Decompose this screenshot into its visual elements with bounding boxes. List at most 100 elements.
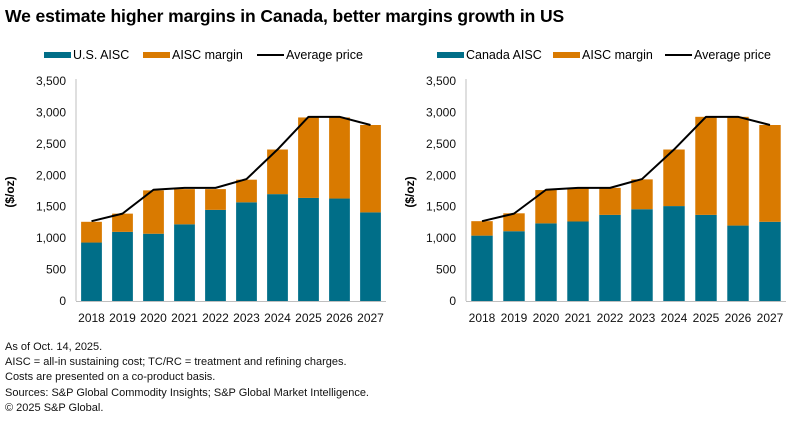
y-tick-label: 500 <box>436 263 456 277</box>
chart-canada: ($/oz) 0 500 1,000 1,500 2,000 2,500 3,000 3,500… <box>403 74 786 325</box>
y-tick-label: 3,000 <box>36 105 66 119</box>
x-tick-label: 2019 <box>501 311 528 325</box>
legend-canada: Canada AISC AISC margin Average price <box>0 47 800 63</box>
bar-margin <box>663 149 685 207</box>
x-tick-label: 2018 <box>469 311 496 325</box>
y-tick-label: 2,500 <box>36 137 66 151</box>
legend-us: U.S. AISC AISC margin Average price <box>0 47 400 63</box>
x-tick-label: 2025 <box>693 311 720 325</box>
bar-margin <box>205 189 226 210</box>
chart-us: ($/oz) 0 500 1,000 1,500 2,000 2,500 3,000 3,500… <box>3 74 386 325</box>
bar-margin <box>298 117 319 198</box>
footer-definitions: AISC = all-in sustaining cost; TC/RC = t… <box>5 356 347 369</box>
x-tick-label: 2024 <box>661 311 688 325</box>
legend-label: Average price <box>694 48 771 62</box>
y-tick-label: 3,500 <box>426 74 456 88</box>
x-tick-label: 2023 <box>629 311 656 325</box>
bar-margin <box>567 188 589 222</box>
y-tick-label: 0 <box>449 294 456 308</box>
x-tick-label: 2024 <box>264 311 291 325</box>
bar-margin <box>727 116 749 226</box>
y-tick-label: 500 <box>46 263 66 277</box>
line-average-price <box>91 115 371 223</box>
bar-aisc <box>112 231 133 301</box>
legend-swatch-margin <box>553 52 580 58</box>
footer-basis: Costs are presented on a co-product basi… <box>5 371 216 384</box>
bar-margin <box>695 116 717 215</box>
y-tick-label: 3,500 <box>36 74 66 88</box>
legend-item-margin: AISC margin <box>553 47 653 63</box>
x-tick-label: 2025 <box>295 311 322 325</box>
y-axis-label: ($/oz) <box>3 176 17 207</box>
bar-aisc <box>503 231 525 301</box>
bar-margin <box>471 221 493 236</box>
bar-margin <box>81 221 102 243</box>
bar-aisc <box>631 209 653 301</box>
y-tick-label: 1,500 <box>426 200 456 214</box>
bar-aisc <box>298 197 319 301</box>
bar-aisc <box>360 212 381 301</box>
x-tick-label: 2019 <box>109 311 136 325</box>
x-tick-label: 2022 <box>202 311 229 325</box>
x-tick-label: 2022 <box>597 311 624 325</box>
bar-aisc <box>535 223 557 301</box>
x-tick-label: 2026 <box>326 311 353 325</box>
x-tick-label: 2021 <box>171 311 198 325</box>
bar-aisc <box>759 221 781 301</box>
bar-margin <box>503 213 525 232</box>
bar-aisc <box>236 202 257 301</box>
x-tick-label: 2023 <box>233 311 260 325</box>
bar-aisc <box>205 209 226 301</box>
bar-margin <box>759 125 781 222</box>
legend-swatch-us-aisc <box>44 52 71 58</box>
legend-item-margin: AISC margin <box>143 47 243 63</box>
x-tick-label: 2027 <box>357 311 384 325</box>
x-tick-label: 2020 <box>533 311 560 325</box>
bar-margin <box>143 190 164 234</box>
bar-margin <box>112 213 133 232</box>
legend-swatch-canada-aisc <box>437 52 464 58</box>
legend-label: AISC margin <box>172 48 243 62</box>
bar-margin <box>267 149 288 195</box>
bar-aisc <box>174 224 195 301</box>
bar-aisc <box>81 242 102 301</box>
bar-aisc <box>143 233 164 301</box>
bar-aisc <box>267 194 288 301</box>
bar-aisc <box>695 214 717 301</box>
bar-aisc <box>471 235 493 301</box>
x-tick-label: 2027 <box>757 311 784 325</box>
y-tick-label: 2,500 <box>426 137 456 151</box>
legend-label: Canada AISC <box>466 48 542 62</box>
bar-margin <box>535 190 557 224</box>
footer-date: As of Oct. 14, 2025. <box>5 341 103 353</box>
chart-title: We estimate higher margins in Canada, be… <box>5 6 565 26</box>
bar-margin <box>631 179 653 210</box>
bar-aisc <box>663 206 685 301</box>
y-tick-label: 2,000 <box>36 168 66 182</box>
legend-label: AISC margin <box>582 48 653 62</box>
bar-margin <box>360 125 381 213</box>
bar-margin <box>174 189 195 225</box>
bar-margin <box>329 117 350 199</box>
legend-label: Average price <box>286 48 363 62</box>
y-tick-label: 2,000 <box>426 168 456 182</box>
bar-aisc <box>599 214 621 301</box>
line-average-price <box>481 115 771 223</box>
y-axis-label: ($/oz) <box>403 176 417 207</box>
y-tick-label: 1,500 <box>36 200 66 214</box>
footer-sources: Sources: S&P Global Commodity Insights; … <box>5 386 369 399</box>
y-tick-label: 3,000 <box>426 105 456 119</box>
x-tick-label: 2021 <box>565 311 592 325</box>
bar-aisc <box>567 221 589 301</box>
legend-line-price <box>257 54 284 56</box>
legend-item-canada-aisc: Canada AISC <box>437 47 542 63</box>
legend-item-price: Average price <box>257 47 363 63</box>
y-tick-label: 0 <box>59 294 66 308</box>
footer-copyright: © 2025 S&P Global. <box>5 401 104 414</box>
x-tick-label: 2020 <box>140 311 167 325</box>
legend-item-price: Average price <box>665 47 771 63</box>
x-tick-label: 2026 <box>725 311 752 325</box>
legend-label: U.S. AISC <box>73 48 130 62</box>
bar-aisc <box>329 198 350 301</box>
bar-margin <box>236 179 257 203</box>
